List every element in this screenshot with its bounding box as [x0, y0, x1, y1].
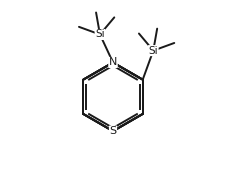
Text: Si: Si — [148, 46, 158, 56]
Text: S: S — [109, 126, 116, 136]
Text: N: N — [108, 57, 117, 67]
Text: Si: Si — [95, 29, 104, 39]
